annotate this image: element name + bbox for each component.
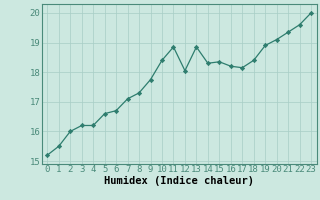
X-axis label: Humidex (Indice chaleur): Humidex (Indice chaleur)	[104, 176, 254, 186]
